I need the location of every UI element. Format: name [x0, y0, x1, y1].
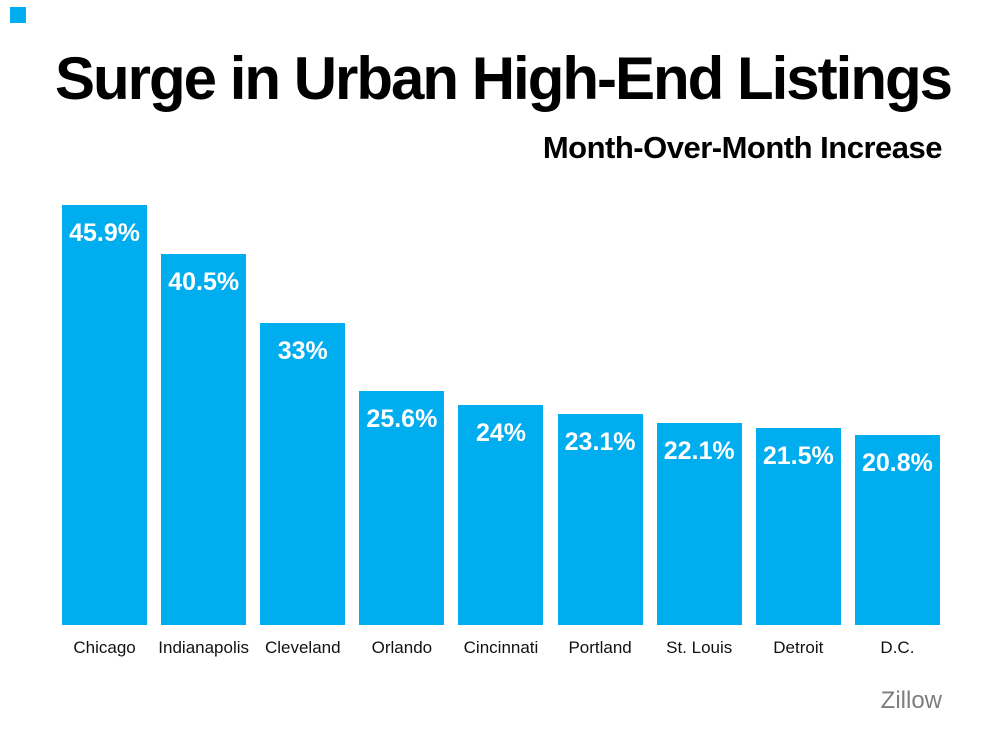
- bar-category-label: Detroit: [773, 637, 824, 657]
- bar-category-label: Cincinnati: [463, 637, 539, 657]
- bar: 23.1%: [557, 414, 643, 625]
- bar: 33%: [260, 323, 346, 625]
- bar-category-label: St. Louis: [666, 637, 733, 657]
- bar-value-label: 33%: [277, 337, 328, 365]
- bar-category-label: Orlando: [371, 637, 433, 657]
- bar-column: 24% Cincinnati: [451, 205, 550, 670]
- bar-column: 22.1% St. Louis: [650, 205, 749, 670]
- bar-column: 20.8% D.C.: [848, 205, 947, 670]
- bar-value-label: 20.8%: [861, 449, 933, 477]
- bar-column: 33% Cleveland: [253, 205, 352, 670]
- bar-value-label: 45.9%: [69, 219, 140, 247]
- source-attribution: Zillow: [880, 687, 942, 714]
- bar: 21.5%: [755, 428, 841, 625]
- chart-title: Surge in Urban High-End Listings: [55, 45, 953, 112]
- bar-category-label: D.C.: [880, 637, 915, 657]
- bar-column: 21.5% Detroit: [749, 205, 848, 670]
- bar-chart: 45.9% Chicago 40.5% Indianapolis 33% Clevelan…: [55, 205, 947, 670]
- bar: 25.6%: [359, 391, 445, 625]
- bar-column: 25.6% Orlando: [352, 205, 451, 670]
- bar-category-label: Chicago: [73, 637, 136, 657]
- bar: 20.8%: [854, 435, 940, 625]
- bar: 40.5%: [161, 254, 247, 625]
- bar-value-label: 21.5%: [762, 442, 834, 470]
- bar-category-label: Cleveland: [264, 637, 341, 657]
- bar-category-label: Indianapolis: [158, 637, 250, 657]
- bar-value-label: 40.5%: [168, 268, 240, 296]
- bar-column: 40.5% Indianapolis: [154, 205, 253, 670]
- chart-subtitle: Month-Over-Month Increase: [542, 130, 943, 165]
- bar-category-label: Portland: [568, 637, 632, 657]
- corner-accent-square: [10, 7, 26, 23]
- bar: 24%: [458, 405, 544, 625]
- bar-value-label: 24%: [475, 419, 526, 447]
- bar-column: 45.9% Chicago: [55, 205, 154, 670]
- bar-value-label: 22.1%: [663, 437, 735, 465]
- bar: 22.1%: [656, 423, 742, 625]
- bar-column: 23.1% Portland: [551, 205, 650, 670]
- bar-value-label: 25.6%: [366, 405, 438, 433]
- bar-value-label: 23.1%: [564, 428, 636, 456]
- bar: 45.9%: [62, 205, 148, 625]
